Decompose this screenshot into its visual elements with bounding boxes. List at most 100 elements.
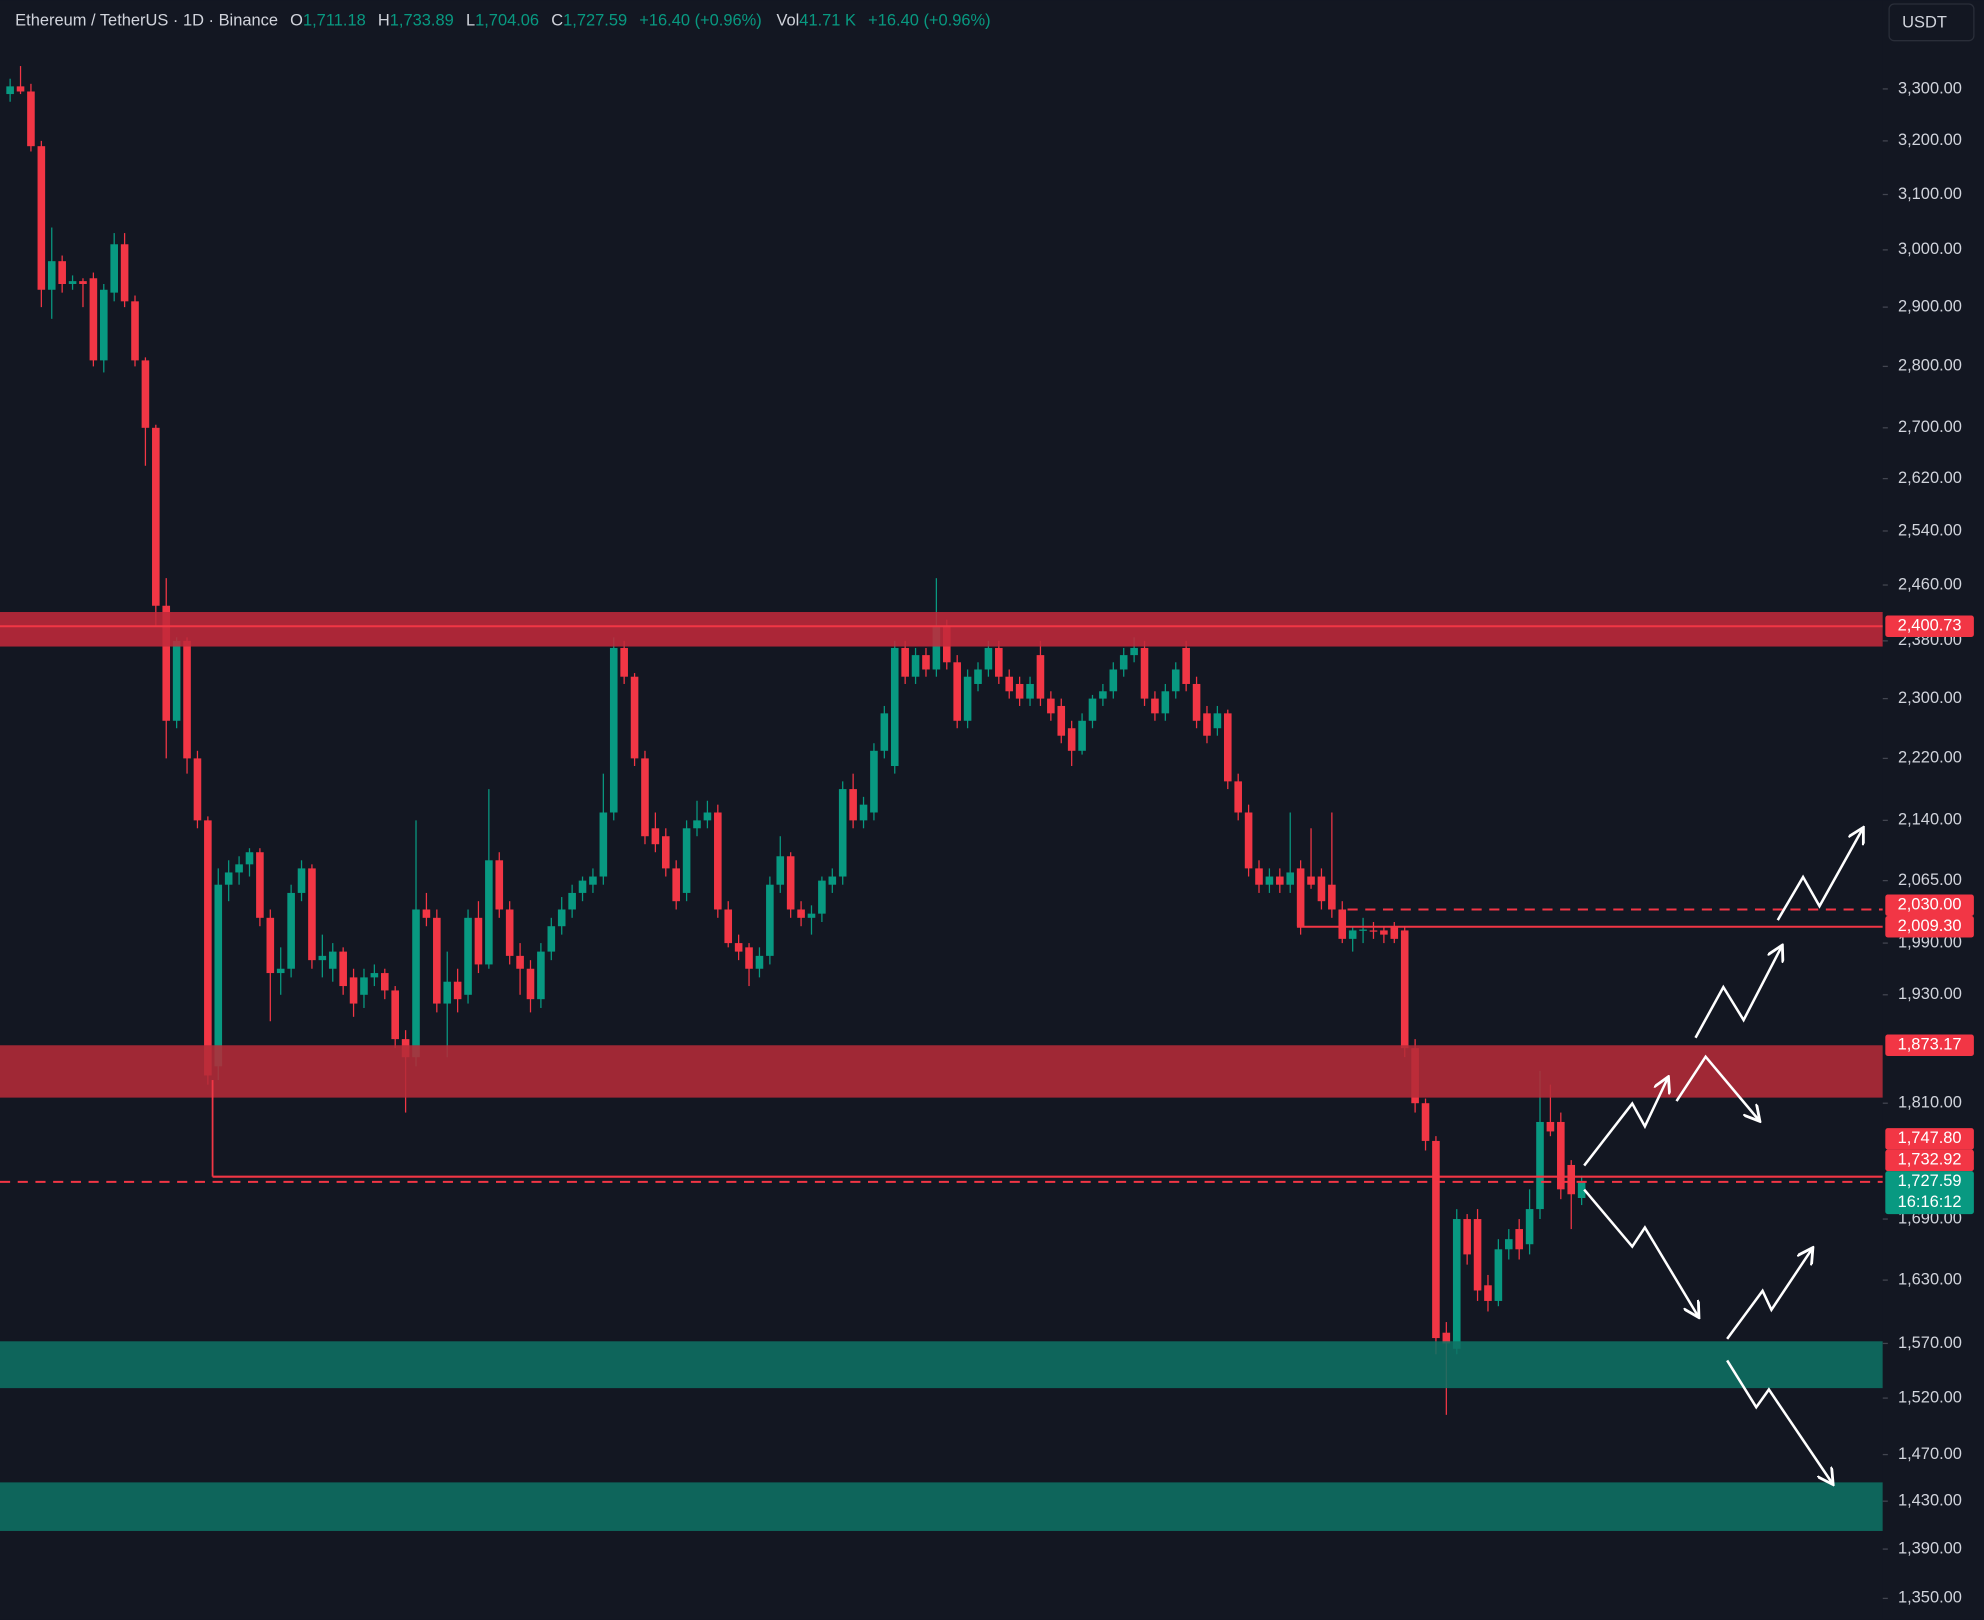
candle-body xyxy=(776,856,785,885)
candle-body xyxy=(963,676,972,721)
countdown: 16:16:12 xyxy=(1898,1193,1962,1211)
candle-body xyxy=(1192,683,1201,721)
candle-body xyxy=(474,917,483,965)
candle-body xyxy=(1296,868,1305,927)
candle-body xyxy=(37,146,46,290)
candle-body xyxy=(1348,930,1357,939)
candle-body xyxy=(1504,1239,1513,1250)
candle-body xyxy=(1359,929,1367,931)
arrow xyxy=(1776,829,1863,921)
candle-body xyxy=(1005,676,1014,692)
candle-body xyxy=(714,812,722,910)
candle-body xyxy=(797,909,805,918)
candle-body xyxy=(58,261,66,285)
candle-body xyxy=(1390,926,1399,939)
candle-body xyxy=(578,880,587,893)
y-tick-label: 1,630.00 xyxy=(1898,1270,1962,1288)
candle-body xyxy=(204,820,212,1076)
y-tick-label: 1,430.00 xyxy=(1898,1492,1962,1510)
candle-body xyxy=(47,261,56,290)
candle-body xyxy=(152,427,160,606)
candle-body xyxy=(1276,876,1284,885)
candle-body xyxy=(183,640,191,759)
candle-body xyxy=(214,884,223,1067)
candle-body xyxy=(911,655,920,677)
candle-body xyxy=(1546,1121,1555,1132)
y-tick-label: 2,620.00 xyxy=(1898,469,1962,487)
plot-area xyxy=(6,66,1586,1415)
candle-body xyxy=(495,860,504,910)
y-tick-label: 1,570.00 xyxy=(1898,1334,1962,1352)
price-badge xyxy=(1885,894,1974,917)
label: L xyxy=(466,12,475,30)
candle-body xyxy=(453,981,462,1000)
y-tick-label: 1,810.00 xyxy=(1898,1094,1962,1112)
candle-body xyxy=(828,876,837,885)
candle-body xyxy=(1536,1121,1544,1210)
candle-body xyxy=(953,662,961,721)
candle-body xyxy=(1473,1219,1482,1291)
price-badge xyxy=(1885,1149,1974,1172)
candle-body xyxy=(661,836,670,869)
candle-body xyxy=(922,655,930,670)
price-badge xyxy=(1885,1171,1974,1215)
candle-body xyxy=(1286,872,1295,885)
currency[interactable]: USDT xyxy=(1902,13,1947,31)
candle-body xyxy=(641,758,649,837)
candle-body xyxy=(370,973,379,978)
candle-body xyxy=(745,947,753,969)
y-tick-label: 1,470.00 xyxy=(1898,1445,1962,1463)
arrow xyxy=(1675,1054,1759,1120)
candle-body xyxy=(682,828,691,893)
value: 1,727.59 xyxy=(563,12,627,30)
candle-body xyxy=(568,892,576,910)
candle-body xyxy=(245,852,254,865)
y-tick-label: 2,300.00 xyxy=(1898,689,1962,707)
price-badge xyxy=(1885,1128,1974,1150)
candle-body xyxy=(693,820,701,829)
candle-body xyxy=(1463,1219,1471,1255)
candle-body xyxy=(786,856,795,910)
candle-body xyxy=(1223,713,1232,782)
y-tick-label: 1,350.00 xyxy=(1898,1589,1962,1607)
candle-body xyxy=(1130,647,1138,656)
candle-body xyxy=(974,669,982,684)
candle-body xyxy=(609,647,618,813)
arrow xyxy=(1726,1359,1832,1483)
candle-body xyxy=(99,289,108,361)
arrow xyxy=(1694,947,1782,1039)
candle-body xyxy=(766,884,774,956)
candle-body xyxy=(339,951,347,987)
candle-body xyxy=(807,913,816,918)
candle-body xyxy=(110,244,118,293)
candle-body xyxy=(1400,930,1409,1049)
candle-body xyxy=(1484,1285,1492,1301)
candle-body xyxy=(1515,1229,1523,1250)
candle-body xyxy=(838,789,847,877)
arrow xyxy=(1726,1249,1812,1340)
currency-button[interactable] xyxy=(1888,3,1975,42)
y-tick-label: 3,200.00 xyxy=(1898,131,1962,149)
price-badge-label: 1,873.17 xyxy=(1898,1036,1962,1054)
candle-body xyxy=(984,647,993,670)
candle-body xyxy=(526,968,535,1000)
candle-body xyxy=(89,278,98,361)
y-tick-label: 1,930.00 xyxy=(1898,985,1962,1003)
y-tick-label: 2,700.00 xyxy=(1898,418,1962,436)
y-tick-label: 2,140.00 xyxy=(1898,811,1962,829)
candle-body xyxy=(1328,884,1336,910)
candle-body xyxy=(672,868,680,902)
arrow xyxy=(1583,1188,1698,1317)
candle-body xyxy=(557,909,566,927)
price-badge xyxy=(1885,615,1974,637)
y-tick-label: 3,100.00 xyxy=(1898,185,1962,203)
value: 1,711.18 xyxy=(303,12,366,30)
price-badge-label: 1,747.80 xyxy=(1898,1129,1962,1147)
candle-body xyxy=(412,909,420,1058)
candle-body xyxy=(890,647,899,767)
price-badge xyxy=(1885,916,1974,938)
arrow xyxy=(1583,1078,1668,1167)
label: O xyxy=(290,12,303,30)
